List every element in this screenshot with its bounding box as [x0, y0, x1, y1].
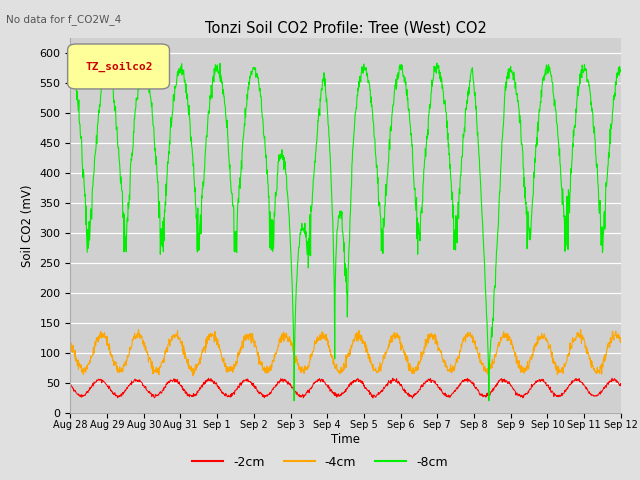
-4cm — [134, 326, 142, 332]
Text: No data for f_CO2W_4: No data for f_CO2W_4 — [6, 14, 122, 25]
-4cm — [176, 335, 184, 341]
-8cm — [291, 398, 298, 404]
-2cm — [408, 396, 416, 401]
-2cm — [67, 382, 74, 387]
Line: -2cm: -2cm — [70, 378, 621, 398]
Line: -8cm: -8cm — [70, 61, 621, 401]
Text: TZ_soilco2: TZ_soilco2 — [85, 61, 152, 72]
-8cm — [67, 66, 74, 72]
-4cm — [617, 335, 625, 340]
Title: Tonzi Soil CO2 Profile: Tree (West) CO2: Tonzi Soil CO2 Profile: Tree (West) CO2 — [205, 21, 486, 36]
-4cm — [504, 336, 511, 342]
-8cm — [189, 163, 197, 169]
-2cm — [552, 392, 559, 398]
-2cm — [250, 383, 258, 389]
-4cm — [432, 333, 440, 338]
-8cm — [432, 67, 440, 72]
-8cm — [552, 110, 560, 116]
-2cm — [189, 392, 196, 398]
-2cm — [175, 381, 183, 387]
Legend: -2cm, -4cm, -8cm: -2cm, -4cm, -8cm — [187, 451, 453, 474]
Line: -4cm: -4cm — [70, 329, 621, 376]
Y-axis label: Soil CO2 (mV): Soil CO2 (mV) — [21, 184, 34, 267]
-2cm — [608, 375, 616, 381]
-8cm — [251, 64, 259, 70]
-8cm — [504, 70, 511, 75]
-2cm — [431, 380, 439, 385]
-4cm — [67, 343, 74, 349]
-2cm — [504, 380, 511, 385]
-8cm — [617, 67, 625, 72]
-2cm — [617, 382, 625, 388]
-4cm — [189, 369, 197, 375]
-4cm — [189, 373, 196, 379]
X-axis label: Time: Time — [331, 433, 360, 446]
-4cm — [552, 367, 560, 373]
-4cm — [252, 343, 259, 348]
FancyBboxPatch shape — [68, 44, 170, 89]
-8cm — [141, 59, 149, 64]
-8cm — [176, 69, 184, 74]
